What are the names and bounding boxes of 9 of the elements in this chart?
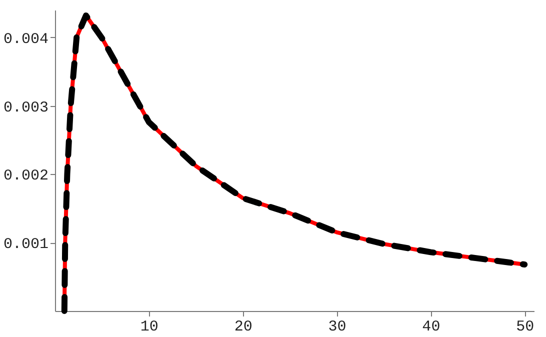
x-tick-label: 50 <box>516 318 534 336</box>
x-tick-label: 20 <box>234 318 252 336</box>
x-tick-label: 40 <box>422 318 440 336</box>
y-tick-label: 0.002 <box>3 168 48 185</box>
y-tick-label: 0.001 <box>3 236 48 254</box>
y-tick-label: 0.004 <box>3 30 48 48</box>
x-tick-label: 10 <box>140 318 158 336</box>
y-tick-label: 0.003 <box>3 99 48 116</box>
x-tick-label: 30 <box>328 318 346 336</box>
